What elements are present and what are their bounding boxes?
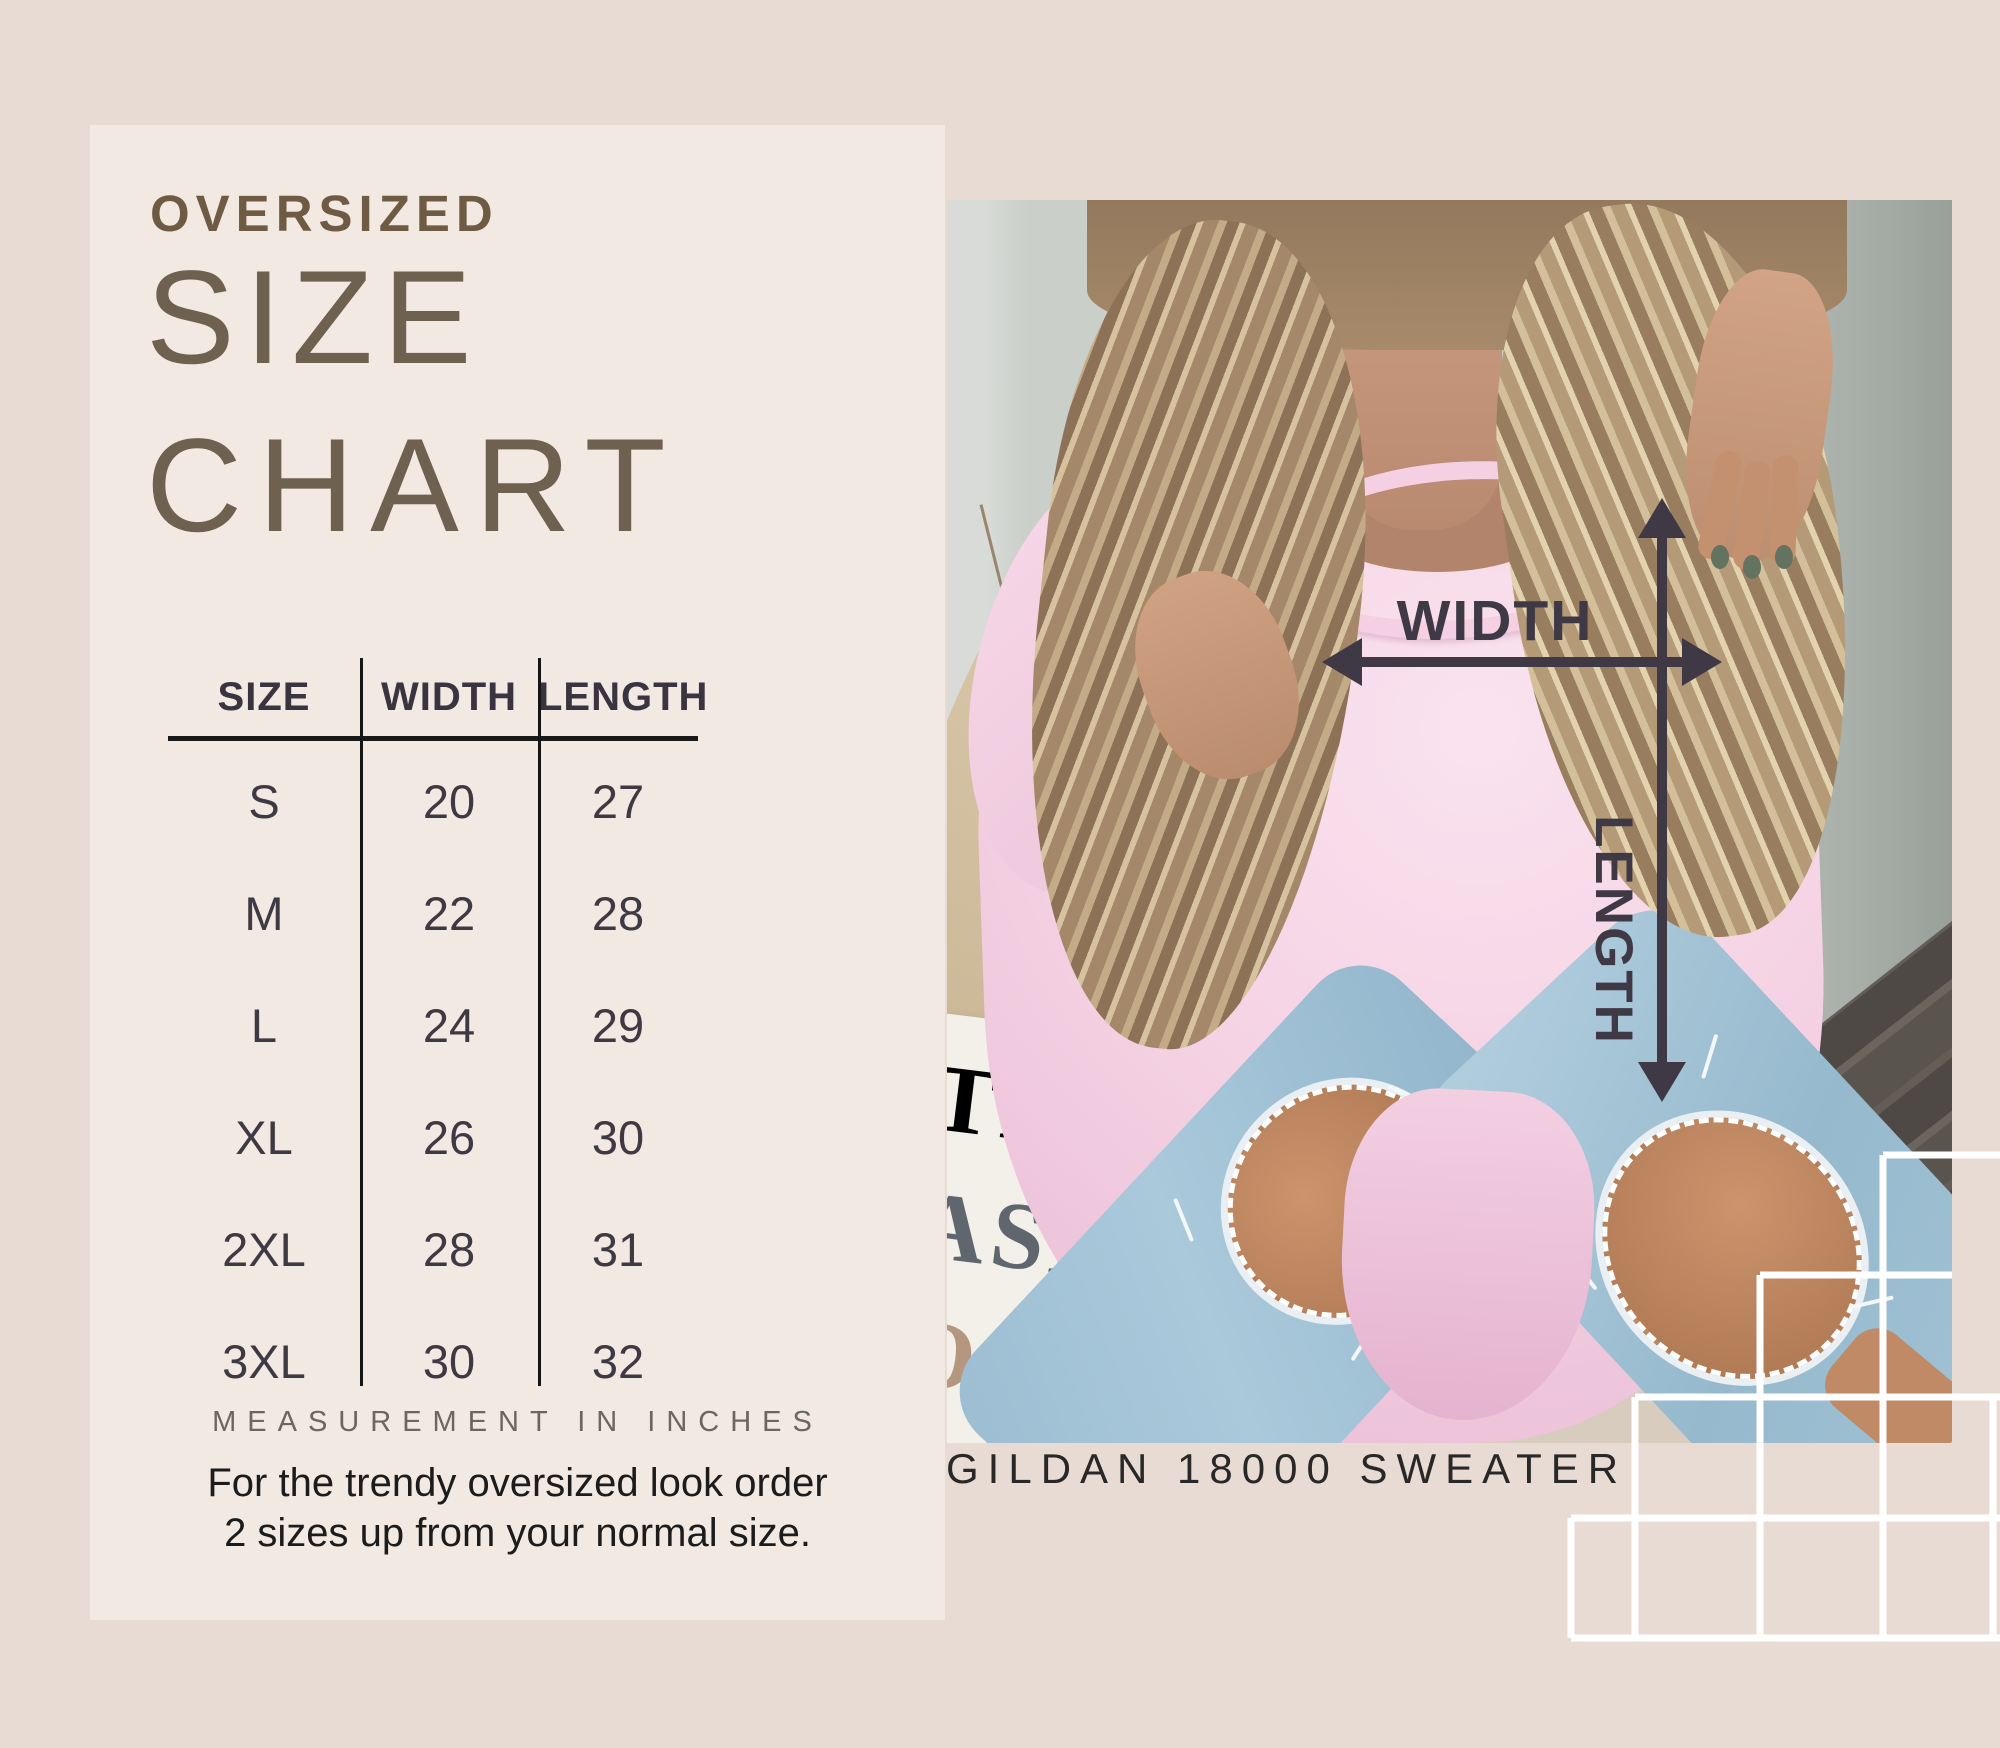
cell-size: XL — [235, 1110, 293, 1164]
cell-length: 27 — [591, 774, 645, 828]
painted-nail — [1711, 545, 1729, 569]
size-chart-card — [90, 125, 945, 1620]
cell-width: 30 — [422, 1334, 476, 1388]
cell-length: 32 — [591, 1334, 645, 1388]
title-size: SIZE — [146, 244, 482, 392]
col-header-length: LENGTH — [538, 674, 709, 719]
table-row: 2XL 28 31 — [168, 1193, 698, 1305]
title-chart: CHART — [146, 412, 682, 560]
cell-length: 30 — [591, 1110, 645, 1164]
cell-size: S — [248, 774, 280, 828]
arrow-head-right-icon — [1682, 638, 1722, 686]
width-arrow-label: WIDTH — [1396, 589, 1594, 653]
cell-width: 26 — [422, 1110, 476, 1164]
photo-caption: GILDAN 18000 SWEATER — [946, 1445, 1628, 1492]
size-table-body: S 20 27 M 22 28 L 24 29 XL 26 30 2XL 28 — [168, 741, 698, 1417]
cell-width: 28 — [422, 1222, 476, 1276]
arrow-head-down-icon — [1638, 1062, 1686, 1102]
cell-size: L — [250, 998, 278, 1052]
cell-size: 3XL — [222, 1334, 306, 1388]
size-table: SIZE WIDTH LENGTH S 20 27 M 22 28 L 24 2… — [168, 660, 709, 1417]
header-underline — [168, 736, 698, 741]
product-photo: THE ASH OO — [947, 200, 1952, 1443]
column-divider — [538, 658, 541, 1386]
table-row: M 22 28 — [168, 857, 698, 969]
arrow-head-left-icon — [1322, 638, 1362, 686]
sizing-advice-line1: For the trendy oversized look order — [207, 1461, 828, 1505]
title-kicker: OVERSIZED — [150, 185, 499, 242]
painted-nail — [1775, 545, 1793, 569]
cell-width: 20 — [422, 774, 476, 828]
cell-size: M — [244, 886, 284, 940]
cell-size: 2XL — [222, 1222, 306, 1276]
table-row: L 24 29 — [168, 969, 698, 1081]
cell-width: 24 — [422, 998, 476, 1052]
cell-width: 22 — [422, 886, 476, 940]
length-arrow-label: LENGTH — [1584, 815, 1643, 1045]
painted-nail — [1743, 555, 1761, 579]
measurement-arrows — [1322, 498, 1722, 1102]
column-divider — [360, 658, 363, 1386]
col-header-width: WIDTH — [380, 674, 518, 719]
size-table-header: SIZE WIDTH LENGTH — [168, 660, 709, 734]
table-row: S 20 27 — [168, 745, 698, 857]
table-row: 3XL 30 32 — [168, 1305, 698, 1417]
cell-length: 28 — [591, 886, 645, 940]
col-header-size: SIZE — [217, 674, 311, 719]
table-row: XL 26 30 — [168, 1081, 698, 1193]
measurement-note: MEASUREMENT IN INCHES — [212, 1406, 823, 1438]
arrow-head-up-icon — [1638, 498, 1686, 538]
sizing-advice-line2: 2 sizes up from your normal size. — [224, 1511, 811, 1555]
cell-length: 31 — [591, 1222, 645, 1276]
sizing-advice: For the trendy oversized look order 2 si… — [90, 1458, 945, 1558]
cell-length: 29 — [591, 998, 645, 1052]
